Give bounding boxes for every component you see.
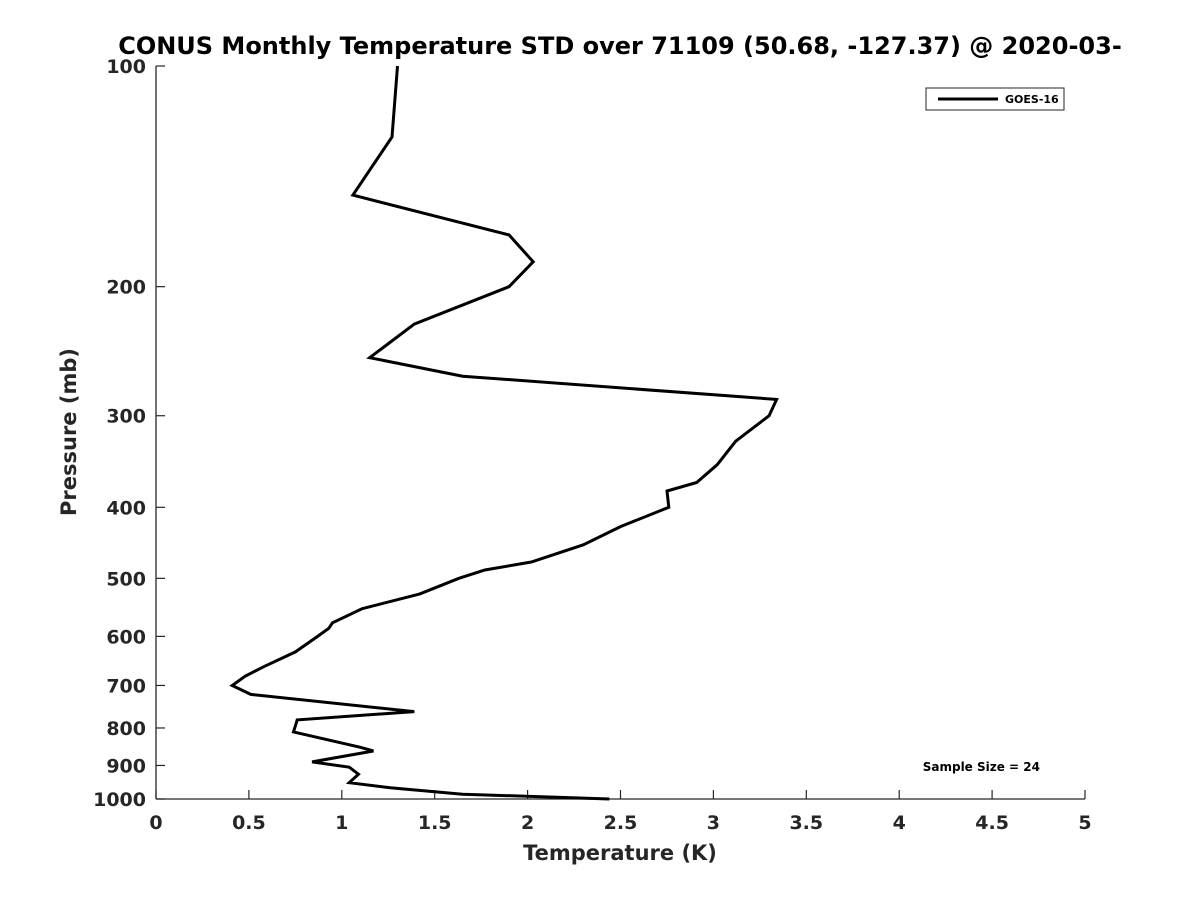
y-tick-label: 400 — [106, 497, 146, 519]
sample-size-annotation: Sample Size = 24 — [923, 760, 1040, 774]
x-tick-label: 3 — [707, 812, 720, 834]
x-tick-label: 0 — [149, 812, 162, 834]
x-tick-label: 4.5 — [975, 812, 1009, 834]
x-tick-label: 4 — [893, 812, 906, 834]
y-tick-label: 200 — [106, 277, 146, 299]
x-ticks: 0 0.5 1 1.5 2 2.5 3 3.5 4 4.5 5 — [149, 790, 1092, 834]
chart-title: CONUS Monthly Temperature STD over 71109… — [118, 32, 1122, 60]
y-tick-label: 800 — [106, 718, 146, 740]
y-tick-label: 1000 — [93, 789, 146, 811]
legend: GOES-16 — [925, 87, 1065, 111]
x-tick-label: 1.5 — [418, 812, 452, 834]
y-ticks: 100 200 300 400 500 600 700 800 900 1000 — [93, 56, 165, 811]
x-tick-label: 3.5 — [789, 812, 823, 834]
y-tick-label: 600 — [106, 626, 146, 648]
x-tick-label: 2 — [521, 812, 534, 834]
series-line-goes-16 — [229, 65, 779, 801]
y-tick-label: 700 — [106, 675, 146, 697]
x-tick-label: 5 — [1078, 812, 1091, 834]
x-tick-label: 1 — [335, 812, 348, 834]
y-tick-label: 500 — [106, 568, 146, 590]
y-tick-label: 900 — [106, 755, 146, 777]
series-layer — [229, 65, 779, 801]
y-tick-label: 100 — [106, 56, 146, 78]
legend-entry-goes-16: GOES-16 — [1005, 93, 1059, 106]
y-tick-label: 300 — [106, 406, 146, 428]
x-axis-label: Temperature (K) — [523, 841, 717, 865]
x-tick-label: 0.5 — [232, 812, 266, 834]
x-tick-label: 2.5 — [604, 812, 638, 834]
y-axis-label: Pressure (mb) — [57, 348, 81, 516]
